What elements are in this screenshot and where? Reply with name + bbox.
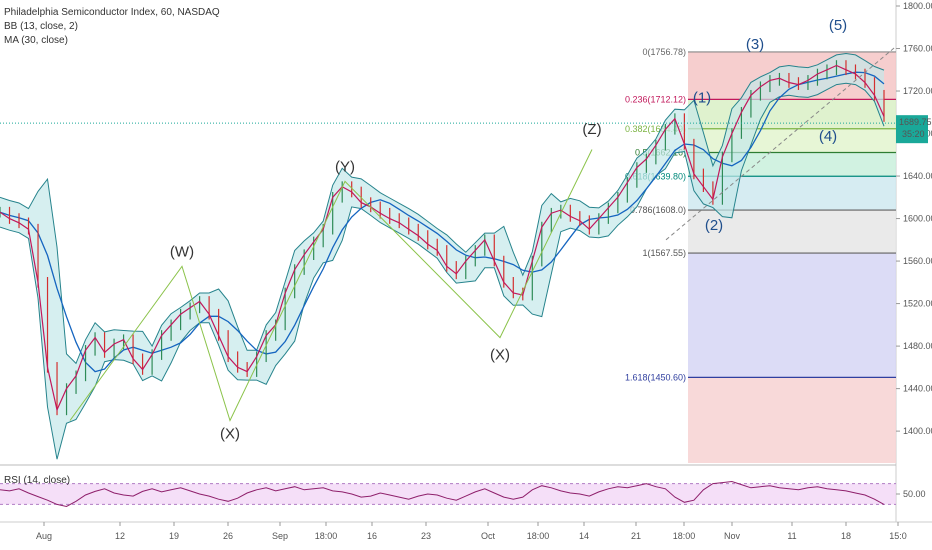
wave-label[interactable]: (W) [170,243,194,260]
x-tick-label: Oct [481,531,496,541]
fib-zone [688,210,896,254]
price-line[interactable] [0,64,885,412]
fib-zone [688,128,896,153]
x-tick-label: Sep [272,531,288,541]
x-tick-label: 18:00 [673,531,696,541]
legend-bb[interactable]: BB (13, close, 2) [4,21,78,32]
wave-label[interactable]: (4) [819,128,837,145]
wave-label[interactable]: (Z) [582,121,601,138]
fib-level-label: 0.786(1608.0) [630,205,686,215]
x-tick-label: 19 [169,531,179,541]
y-tick-label: 1480.00 [903,341,932,351]
x-tick-label: 18:00 [315,531,338,541]
x-tick-label: 21 [631,531,641,541]
legend-ma[interactable]: MA (30, close) [4,35,68,46]
bollinger-upper-line[interactable] [0,52,885,365]
current-price-countdown: 35:20 [902,129,925,139]
bollinger-lower-line[interactable] [0,82,885,460]
wave-label[interactable]: (X) [220,425,240,442]
wave-label[interactable]: (5) [829,17,847,34]
x-tick-label: 12 [115,531,125,541]
moving-average-line[interactable] [0,71,885,373]
fib-zone [688,377,896,463]
x-tick-label: Nov [724,531,741,541]
x-tick-label: Aug [36,531,52,541]
x-tick-label: 16 [367,531,377,541]
rsi-tick-label: 50.00 [903,489,926,499]
rsi-legend[interactable]: RSI (14, close) [4,475,71,486]
rsi-band-fill [0,483,896,505]
y-tick-label: 1600.00 [903,214,932,224]
fib-zone [688,99,896,129]
legend-title: Philadelphia Semiconductor Index, 60, NA… [4,7,220,18]
trendline[interactable] [665,46,897,241]
x-tick-label: 15:0 [889,531,907,541]
x-tick-label: 11 [787,531,796,541]
chart-legend: Philadelphia Semiconductor Index, 60, NA… [4,6,220,48]
x-tick-label: 18:00 [527,531,550,541]
wave-label[interactable]: (Y) [335,158,355,175]
x-tick-label: 23 [421,531,431,541]
fib-level-label: 0(1756.78) [642,47,686,57]
y-tick-label: 1440.00 [903,384,932,394]
y-tick-label: 1520.00 [903,299,932,309]
y-tick-label: 1560.00 [903,256,932,266]
rsi-line[interactable] [0,480,885,508]
bollinger-band-fill [0,53,884,460]
y-tick-label: 1400.00 [903,426,932,436]
wave-label[interactable]: (2) [705,217,723,234]
fib-zone [688,253,896,378]
x-tick-label: 18 [841,531,851,541]
fib-level-label: 0.236(1712.12) [625,94,686,104]
x-tick-label: 26 [223,531,233,541]
wave-label[interactable]: (X) [490,347,510,364]
x-tick-label: 14 [579,531,589,541]
wxyz-wave-line[interactable] [69,149,593,422]
wave-label[interactable]: (1) [693,89,711,106]
y-tick-label: 1720.00 [903,86,932,96]
fib-level-label: 1(1567.55) [642,248,686,258]
current-price-value: 1689.75 [899,117,932,127]
y-tick-label: 1760.00 [903,44,932,54]
fib-level-label: 1.618(1450.60) [625,372,686,382]
wave-label[interactable]: (3) [746,36,764,53]
fib-level-label: 0.382(1684.49) [625,124,686,134]
current-price-badge[interactable] [896,115,928,144]
y-tick-label: 1640.00 [903,171,932,181]
y-tick-label: 1800.00 [903,1,932,11]
